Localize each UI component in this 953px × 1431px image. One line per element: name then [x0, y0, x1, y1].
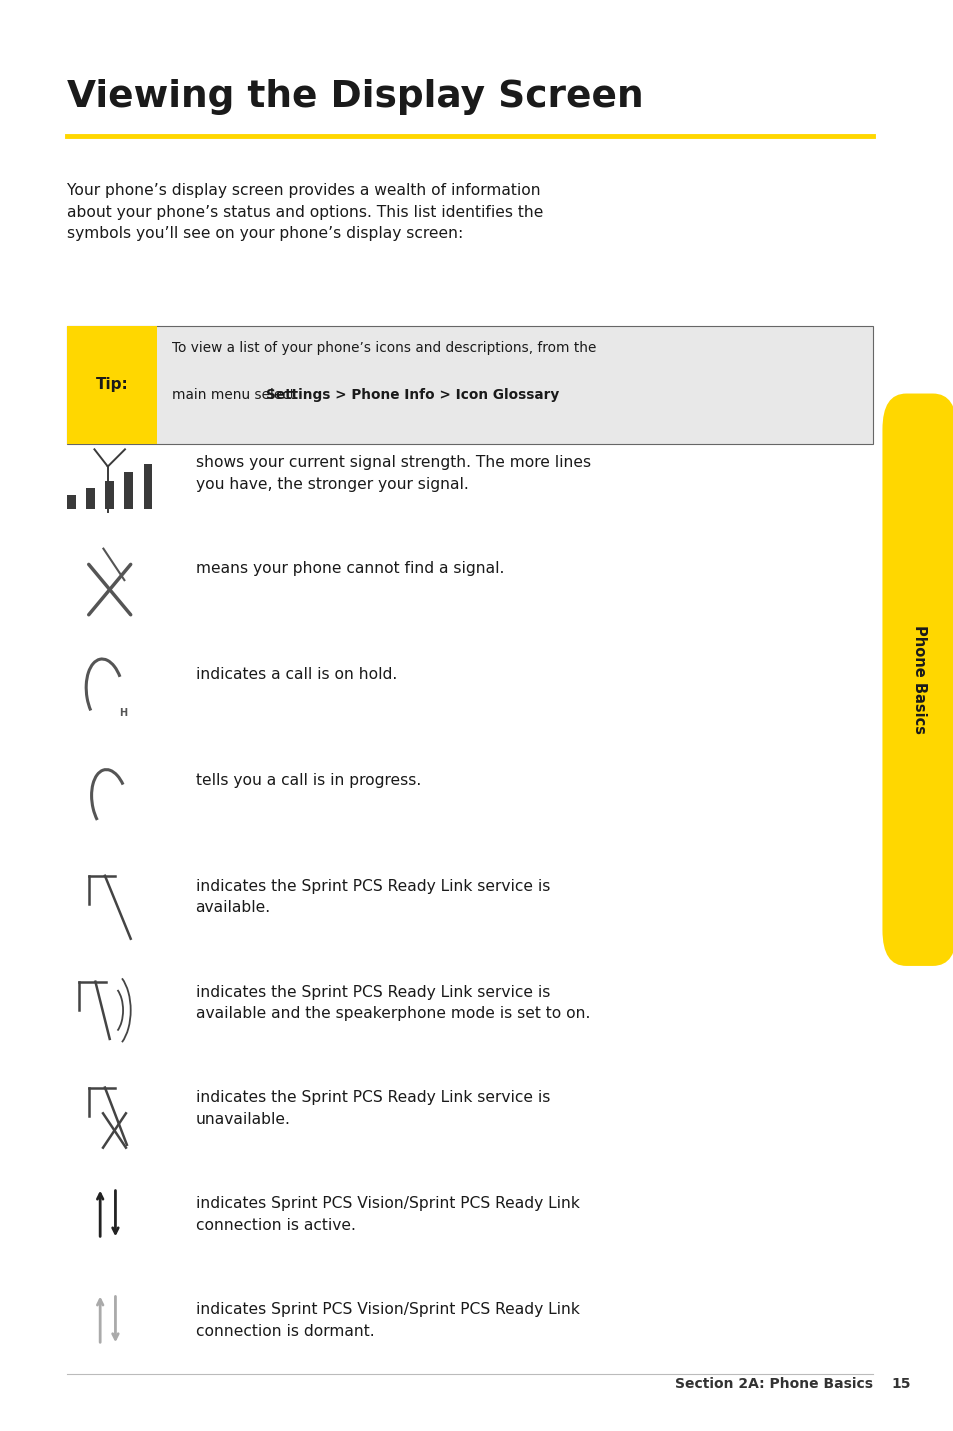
Text: To view a list of your phone’s icons and descriptions, from the: To view a list of your phone’s icons and…	[172, 341, 596, 355]
Text: Phone Basics: Phone Basics	[911, 625, 926, 734]
Text: means your phone cannot find a signal.: means your phone cannot find a signal.	[195, 561, 503, 575]
Text: Settings > Phone Info > Icon Glossary: Settings > Phone Info > Icon Glossary	[266, 388, 558, 402]
Bar	[67, 326, 872, 444]
Text: Tip:: Tip:	[95, 378, 129, 392]
Text: Section 2A: Phone Basics: Section 2A: Phone Basics	[674, 1377, 872, 1391]
Bar	[124, 472, 133, 509]
Text: indicates Sprint PCS Vision/Sprint PCS Ready Link
connection is active.: indicates Sprint PCS Vision/Sprint PCS R…	[195, 1196, 578, 1234]
Text: 15: 15	[891, 1377, 910, 1391]
Text: indicates Sprint PCS Vision/Sprint PCS Ready Link
connection is dormant.: indicates Sprint PCS Vision/Sprint PCS R…	[195, 1302, 578, 1339]
Text: Viewing the Display Screen: Viewing the Display Screen	[67, 79, 642, 114]
Bar	[86, 488, 94, 509]
Bar	[143, 464, 152, 509]
Text: H: H	[119, 708, 127, 717]
Text: indicates the Sprint PCS Ready Link service is
available and the speakerphone mo: indicates the Sprint PCS Ready Link serv…	[195, 985, 589, 1022]
Text: indicates the Sprint PCS Ready Link service is
unavailable.: indicates the Sprint PCS Ready Link serv…	[195, 1090, 549, 1128]
Text: indicates a call is on hold.: indicates a call is on hold.	[195, 667, 396, 681]
Text: Your phone’s display screen provides a wealth of information
about your phone’s : Your phone’s display screen provides a w…	[67, 183, 542, 242]
Text: tells you a call is in progress.: tells you a call is in progress.	[195, 773, 420, 787]
Text: main menu select: main menu select	[172, 388, 299, 402]
Bar	[67, 495, 76, 509]
Bar	[105, 481, 114, 509]
Text: indicates the Sprint PCS Ready Link service is
available.: indicates the Sprint PCS Ready Link serv…	[195, 879, 549, 916]
Text: shows your current signal strength. The more lines
you have, the stronger your s: shows your current signal strength. The …	[195, 455, 590, 492]
FancyBboxPatch shape	[882, 394, 953, 966]
Bar	[67, 326, 157, 444]
